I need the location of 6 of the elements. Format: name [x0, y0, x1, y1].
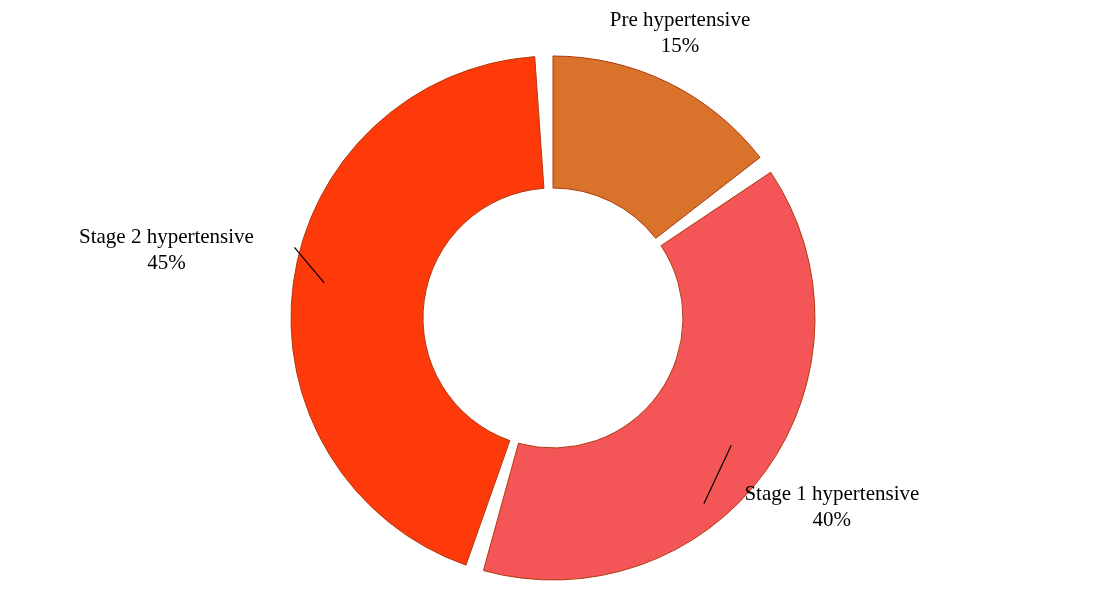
data-label: 15%: [660, 32, 700, 57]
data-label: 45%: [147, 250, 186, 275]
slice-label: Pre hypertensive: [609, 6, 751, 31]
slice-label: Stage 1 hypertensive: [744, 480, 920, 505]
data-label: 40%: [812, 506, 852, 531]
slice-label: Stage 2 hypertensive: [78, 224, 254, 249]
